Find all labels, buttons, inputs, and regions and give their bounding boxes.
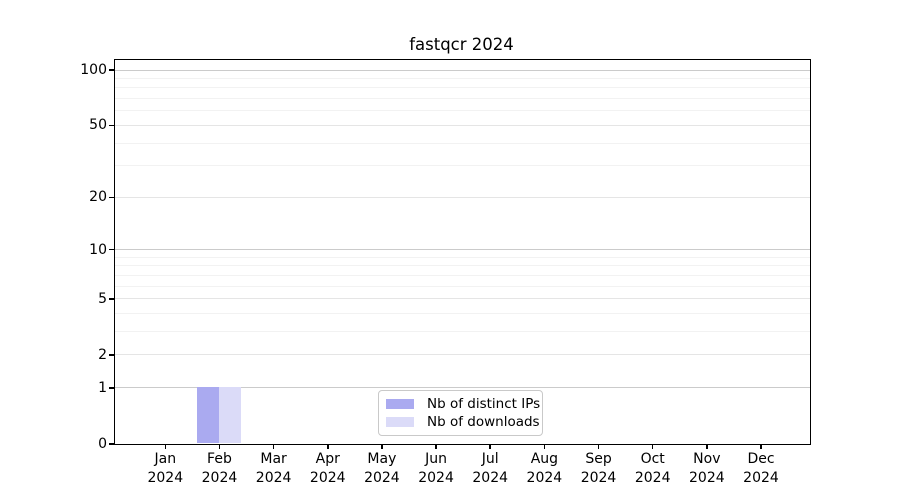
plot-area	[113, 59, 811, 445]
x-axis-tick	[272, 444, 275, 449]
x-axis-tick-label: Feb 2024	[201, 451, 238, 486]
legend-swatch	[386, 398, 414, 410]
y-axis-tick	[109, 69, 114, 71]
legend-item: Nb of downloads	[386, 414, 540, 430]
y-axis-tick-label: 20	[89, 189, 107, 206]
y-axis-tick	[109, 124, 114, 127]
y-axis-tick	[109, 387, 114, 389]
legend-item: Nb of distinct IPs	[386, 396, 540, 412]
y-axis-tick-label: 1	[98, 379, 107, 396]
x-axis-tick-label: May 2024	[364, 451, 400, 486]
x-axis-tick-label: Jun 2024	[418, 451, 454, 486]
x-axis-tick-label: Jul 2024	[472, 451, 509, 486]
legend-label: Nb of distinct IPs	[427, 396, 541, 412]
x-axis-tick	[164, 444, 167, 449]
bar-nb-of-downloads-feb	[218, 387, 241, 443]
gridline-minor	[114, 331, 810, 333]
gridline-minor	[114, 87, 810, 89]
gridline-minor	[114, 77, 810, 79]
x-axis-tick	[218, 444, 221, 449]
x-axis-tick	[760, 444, 762, 449]
x-axis-tick-label: Jan 2024	[147, 451, 184, 486]
y-axis-tick-label: 100	[80, 62, 107, 78]
gridline-minor	[114, 165, 810, 167]
x-axis-tick	[327, 444, 329, 449]
gridline-minor	[114, 98, 810, 100]
gridline-major	[114, 298, 810, 300]
chart-title: fastqcr 2024	[409, 35, 514, 54]
y-axis-tick-label: 50	[89, 117, 107, 134]
legend: Nb of distinct IPs Nb of downloads	[378, 390, 543, 436]
x-axis-tick-label: Dec 2024	[743, 451, 779, 486]
gridline-minor	[114, 110, 810, 112]
y-axis-tick-label: 0	[98, 436, 107, 452]
y-axis-tick	[109, 443, 114, 445]
gridline-minor	[114, 274, 810, 276]
x-axis-tick-label: Nov 2024	[689, 451, 725, 486]
x-axis-tick	[543, 444, 546, 449]
x-axis-tick-label: Mar 2024	[255, 451, 292, 486]
y-axis-tick-label: 5	[98, 290, 107, 307]
x-axis-tick	[706, 444, 708, 449]
x-axis-tick	[381, 444, 383, 449]
x-axis-tick	[651, 444, 654, 449]
bar-nb-of-distinct-ips-feb	[197, 387, 219, 443]
gridline-major	[114, 196, 810, 198]
gridline-major	[114, 354, 810, 356]
legend-label: Nb of downloads	[427, 414, 540, 430]
x-axis-tick-label: Aug 2024	[526, 451, 563, 486]
x-axis-tick	[435, 444, 437, 449]
x-axis-tick-label: Apr 2024	[309, 451, 346, 486]
y-axis-tick	[109, 248, 114, 251]
gridline-minor	[114, 313, 810, 315]
x-axis-tick-label: Oct 2024	[634, 451, 671, 486]
gridline-major	[114, 249, 810, 251]
y-axis-tick	[109, 298, 114, 300]
gridline-major	[114, 124, 810, 126]
y-axis-tick-label: 10	[89, 241, 107, 258]
y-axis-tick	[109, 354, 114, 356]
gridline-minor	[114, 256, 810, 258]
x-axis-tick	[489, 444, 491, 449]
y-axis-tick-label: 2	[98, 346, 107, 363]
gridline-major	[114, 387, 810, 389]
gridline-minor	[114, 142, 810, 144]
legend-swatch	[386, 416, 414, 428]
gridline-minor	[114, 265, 810, 267]
y-axis-tick	[109, 196, 114, 199]
gridline-major	[114, 69, 810, 71]
x-axis-tick-label: Sep 2024	[580, 451, 617, 486]
gridline-minor	[114, 285, 810, 287]
x-axis-tick	[597, 444, 600, 449]
